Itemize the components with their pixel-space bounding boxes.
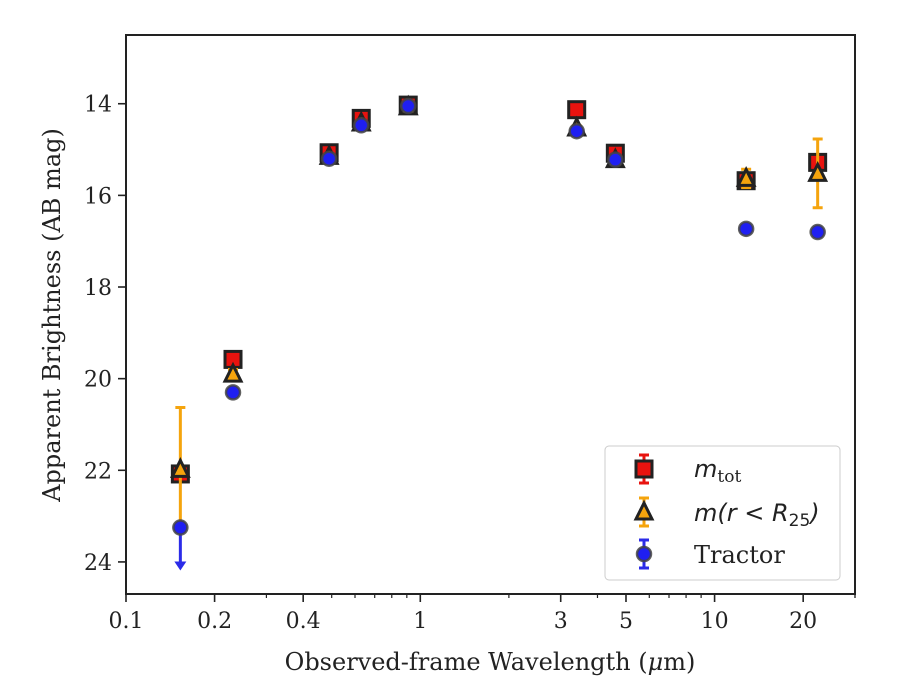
- y-tick-label: 14: [84, 93, 112, 118]
- y-tick-label: 22: [84, 459, 112, 484]
- plot-frame: [125, 34, 856, 595]
- tractor-point: [737, 220, 755, 238]
- legend-mtot-marker: [634, 459, 654, 479]
- tractor-point: [607, 151, 624, 168]
- y-tick-label: 20: [84, 368, 112, 393]
- legend-mtot-main: m: [694, 455, 717, 483]
- x-tick-label: 0.2: [197, 609, 232, 634]
- tractor-point: [809, 223, 826, 241]
- tractor-point: [320, 150, 338, 167]
- y-tick-label: 18: [84, 276, 112, 301]
- legend-mr25-marker: [633, 499, 655, 521]
- mtot-point: [567, 100, 587, 120]
- y-tick-label: 24: [84, 551, 112, 576]
- x-axis-label: Observed-frame Wavelength (μm): [285, 648, 696, 676]
- tractor-point: [399, 97, 417, 115]
- mr25-point: [169, 457, 191, 478]
- legend-entry-mr25: m(r < R25): [694, 499, 820, 531]
- x-tick-label: 3: [554, 609, 568, 634]
- tractor-point: [352, 117, 370, 134]
- mr25-point: [735, 166, 757, 187]
- legend-mr25-main: m(r < R: [694, 499, 789, 527]
- y-tick-label: 16: [84, 184, 112, 209]
- legend-markers: [633, 453, 655, 570]
- legend-mtot-sub: tot: [717, 467, 741, 487]
- x-axis-label-unit: μ: [648, 648, 664, 676]
- axes: 0.1 0.2 0.4 1 3 5 10 20 14 16 18 20 22 24: [84, 93, 856, 634]
- x-tick-label: 10: [701, 609, 729, 634]
- x-tick-label: 0.1: [109, 609, 144, 634]
- y-axis-label: Apparent Brightness (AB mag): [38, 128, 66, 503]
- x-tick-label: 20: [789, 609, 817, 634]
- legend-frame: [604, 445, 841, 581]
- plot-marks: [169, 94, 829, 571]
- x-axis-label-end: m): [663, 648, 695, 676]
- legend-entry-mtot: mtot: [694, 455, 741, 487]
- x-tick-label: 0.4: [286, 609, 321, 634]
- tractor-point: [224, 384, 242, 401]
- x-axis-label-text: Observed-frame Wavelength (: [285, 648, 648, 676]
- x-tick-label: 5: [619, 609, 633, 634]
- legend-entry-tractor: Tractor: [694, 541, 785, 569]
- mr25-point: [807, 161, 829, 182]
- legend-mr25-sub: 25: [789, 511, 811, 531]
- legend: mtot m(r < R25) Tractor: [604, 445, 841, 581]
- tractor-upper-limit-arrow: [174, 561, 187, 571]
- legend-tractor-marker: [635, 545, 653, 563]
- x-tick-label: 1: [413, 609, 427, 634]
- mr25-point: [222, 361, 244, 383]
- tractor-point: [568, 122, 585, 140]
- tractor-point: [172, 519, 189, 536]
- legend-mr25-end: ): [808, 499, 819, 527]
